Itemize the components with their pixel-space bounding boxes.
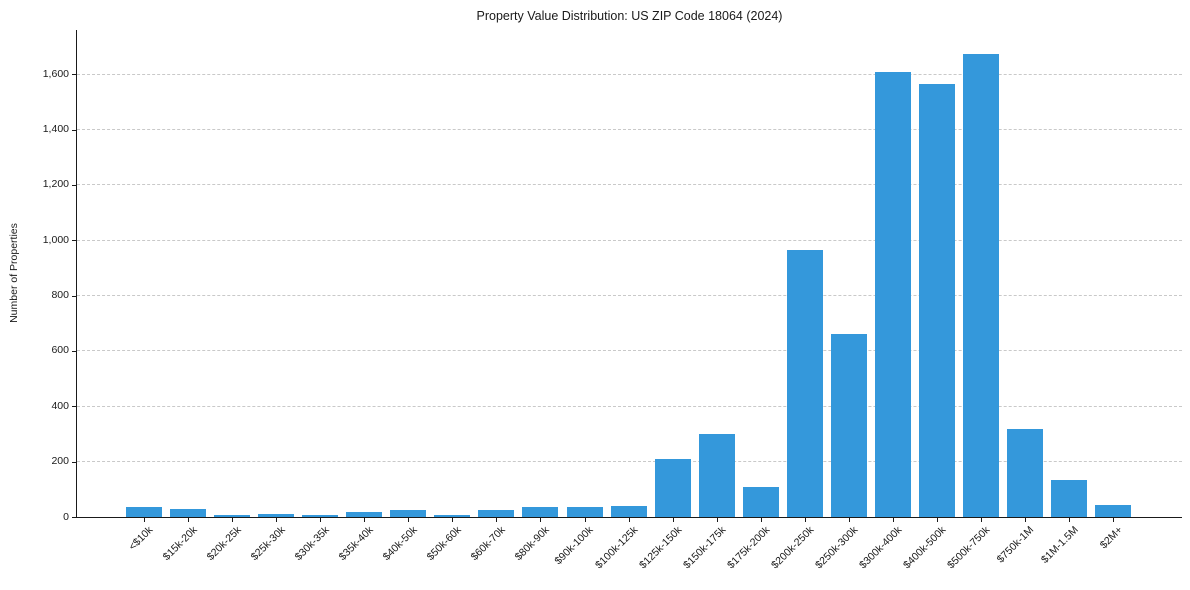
gridline [77, 239, 1182, 241]
bar [170, 508, 207, 517]
y-tick-label: 400 [51, 399, 69, 412]
x-tick-mark [496, 518, 498, 522]
y-tick-mark [72, 350, 76, 352]
bar [478, 509, 515, 517]
y-axis-spine [76, 30, 77, 517]
x-tick-mark [144, 518, 145, 522]
x-tick-label-text: $300k-400k [857, 524, 905, 572]
x-tick-mark [760, 518, 762, 522]
x-tick-label-text: $200k-250k [768, 524, 817, 572]
x-tick-mark [628, 518, 630, 522]
x-tick-mark [584, 518, 586, 522]
x-tick-mark [672, 518, 674, 522]
x-tick-mark [188, 518, 190, 522]
x-tick-mark [892, 518, 894, 522]
x-tick-label-text: $100k-125k [592, 524, 641, 572]
gridline [77, 350, 1182, 352]
x-tick-label-text: $40k-50k [380, 524, 420, 564]
x-tick-mark [848, 518, 850, 522]
x-tick-mark [716, 518, 718, 522]
x-tick-mark [408, 518, 410, 522]
bar [698, 433, 735, 517]
x-tick-mark [936, 518, 938, 522]
y-tick-mark [72, 240, 76, 242]
bar [786, 249, 823, 517]
bar [610, 505, 647, 517]
y-tick-label: 1,000 [42, 233, 69, 246]
x-tick-label-text: <$10k [126, 524, 156, 553]
bar [742, 487, 779, 517]
bar [962, 54, 999, 517]
y-tick-label: 1,400 [42, 123, 69, 136]
bar [918, 83, 955, 517]
bar [830, 333, 867, 517]
x-tick-mark [276, 518, 278, 522]
gridline [77, 129, 1182, 131]
bar [1095, 504, 1132, 517]
y-tick-label: 1,200 [42, 178, 69, 191]
x-tick-label-text: $750k-1M [994, 524, 1037, 566]
bar [1051, 480, 1088, 517]
x-tick-mark [232, 518, 234, 522]
y-tick-mark [72, 295, 76, 297]
x-tick-label-text: $15k-20k [160, 524, 200, 564]
x-tick-mark [364, 518, 366, 522]
y-tick-label: 0 [63, 510, 69, 523]
x-tick-mark [452, 518, 454, 522]
gridline [77, 461, 1182, 463]
y-tick-label: 600 [51, 344, 69, 357]
chart-title: Property Value Distribution: US ZIP Code… [476, 9, 783, 23]
y-tick-mark [72, 406, 76, 408]
x-axis-spine [76, 517, 1182, 518]
y-tick-mark [72, 461, 76, 463]
gridline [77, 405, 1182, 407]
x-tick-label-text: $50k-60k [424, 524, 464, 564]
x-tick-label-text: $60k-70k [468, 524, 508, 564]
y-tick-label: 1,600 [42, 67, 69, 80]
x-tick-label-text: $400k-500k [901, 524, 949, 572]
x-tick-label-text: $150k-175k [680, 524, 729, 572]
x-tick-mark [540, 518, 542, 522]
x-tick-label-text: $90k-100k [552, 524, 596, 568]
bar [434, 515, 471, 517]
bar [302, 515, 339, 517]
x-tick-mark [320, 518, 322, 522]
x-tick-label-text: $250k-300k [812, 524, 861, 572]
x-tick-label-text: $20k-25k [204, 524, 244, 564]
x-tick-mark [1069, 518, 1071, 522]
y-tick-mark [72, 129, 76, 131]
x-tick-label-text: $125k-150k [636, 524, 685, 572]
x-tick-label-text: $175k-200k [724, 524, 773, 572]
y-tick-label: 800 [51, 289, 69, 302]
bar [258, 513, 295, 517]
gridline [77, 184, 1182, 186]
x-tick-label-text: $80k-90k [512, 524, 552, 564]
bar [1007, 429, 1043, 517]
gridline [77, 73, 1182, 75]
x-tick-mark [1113, 518, 1115, 522]
x-tick-label-text: $25k-30k [248, 524, 288, 564]
x-tick-mark [980, 518, 982, 522]
x-tick-label-text: $30k-35k [292, 524, 332, 564]
y-tick-label: 200 [51, 455, 69, 468]
bar [346, 512, 383, 517]
x-tick-label-text: $500k-750k [945, 524, 993, 572]
bar [126, 507, 162, 517]
x-tick-mark [804, 518, 806, 522]
x-tick-label-text: $35k-40k [336, 524, 376, 564]
gridline [77, 295, 1182, 297]
x-tick-label-text: $1M-1.5M [1038, 524, 1081, 566]
bar [566, 507, 603, 517]
y-tick-mark [72, 184, 76, 186]
x-tick-mark [1025, 518, 1026, 522]
y-tick-mark [72, 74, 76, 76]
bar [214, 515, 251, 517]
bar [654, 459, 691, 517]
x-tick-label-text: $2M+ [1097, 524, 1125, 552]
bar [522, 507, 559, 517]
bar [390, 510, 427, 517]
y-tick-mark [72, 517, 76, 518]
bar [874, 71, 911, 517]
